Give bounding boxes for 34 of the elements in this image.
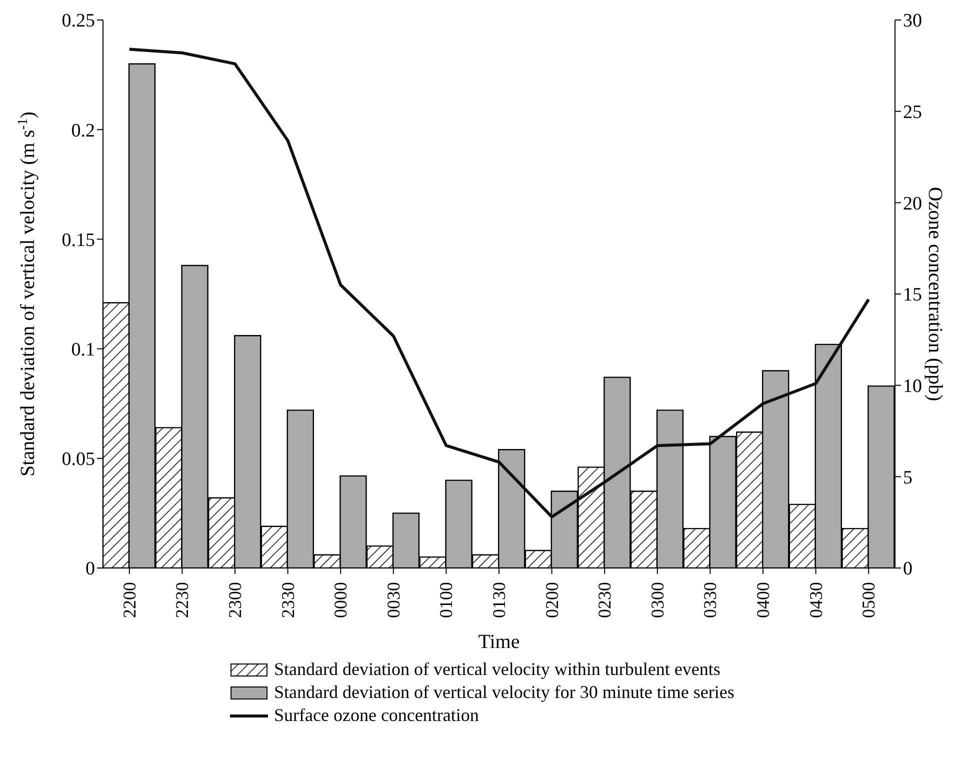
x-tick-label: 2230 bbox=[172, 582, 192, 618]
x-tick-label: 0300 bbox=[647, 582, 668, 618]
y2-tick-label: 15 bbox=[903, 284, 922, 306]
x-tick-label: 2330 bbox=[278, 582, 298, 618]
line-series bbox=[128, 48, 870, 518]
y-tick-label: 0.15 bbox=[62, 230, 95, 251]
x-tick-label: 2300 bbox=[225, 582, 245, 618]
y-tick-label: 0.05 bbox=[62, 449, 95, 470]
legend-label: Standard deviation of vertical velocity for 30 minute time series bbox=[274, 681, 734, 704]
x-tick-label: 2200 bbox=[119, 582, 140, 618]
y2-tick-label: 20 bbox=[903, 193, 922, 214]
x-tick-label: 0030 bbox=[383, 582, 404, 618]
y-tick-label: 0.1 bbox=[71, 340, 95, 361]
y-tick-label: 0.2 bbox=[71, 120, 95, 142]
legend-label: Surface ozone concentration bbox=[274, 704, 479, 727]
x-tick-label: 0130 bbox=[489, 582, 509, 618]
legend-label: Standard deviation of vertical velocity within turbulent events bbox=[274, 658, 720, 681]
y2-tick-label: 25 bbox=[903, 102, 922, 124]
x-tick-label: 0400 bbox=[753, 582, 773, 618]
y2-tick-label: 30 bbox=[903, 10, 922, 32]
x-axis-title: Time bbox=[478, 631, 520, 653]
y2-tick-label: 0 bbox=[903, 558, 912, 580]
y-tick-label: 0.25 bbox=[62, 10, 95, 32]
x-tick-label: 0430 bbox=[806, 582, 826, 618]
x-tick-label: 0100 bbox=[436, 582, 456, 618]
x-tick-label: 0000 bbox=[330, 582, 351, 618]
x-tick-label: 0500 bbox=[858, 582, 879, 618]
y-tick-label: 0 bbox=[86, 558, 95, 580]
x-tick-label: 0330 bbox=[700, 582, 720, 618]
x-tick-label: 0230 bbox=[594, 582, 615, 618]
y2-tick-label: 5 bbox=[903, 467, 912, 488]
x-tick-label: 0200 bbox=[542, 582, 562, 618]
y2-axis-title: Ozone concentration (ppb) bbox=[924, 186, 946, 402]
y2-tick-label: 10 bbox=[903, 376, 922, 398]
